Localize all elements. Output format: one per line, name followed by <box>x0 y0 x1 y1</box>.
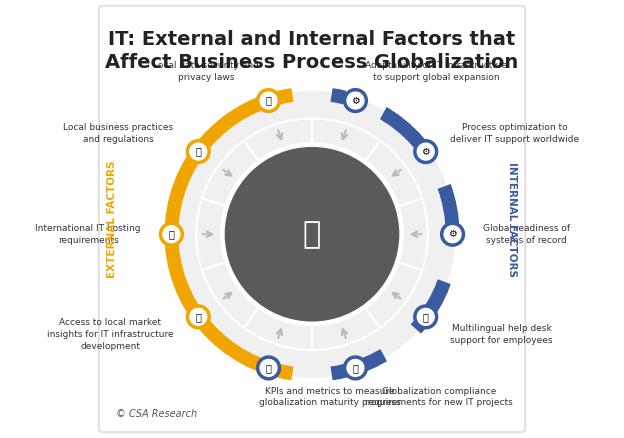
Text: International IT hosting
requirements: International IT hosting requirements <box>36 224 141 245</box>
Text: Local data security and
privacy laws: Local data security and privacy laws <box>154 61 259 82</box>
FancyBboxPatch shape <box>99 6 525 432</box>
Text: Access to local market
insights for IT infrastructure
development: Access to local market insights for IT i… <box>47 318 173 351</box>
Wedge shape <box>366 262 422 328</box>
Wedge shape <box>312 308 380 350</box>
Text: Multilingual help desk
support for employees: Multilingual help desk support for emplo… <box>451 325 553 345</box>
Wedge shape <box>202 262 258 328</box>
Text: KPIs and metrics to measure
globalization maturity progress: KPIs and metrics to measure globalizatio… <box>259 386 401 407</box>
Circle shape <box>221 143 403 325</box>
Text: 🔤: 🔤 <box>423 312 429 322</box>
Text: ⚙: ⚙ <box>448 229 457 239</box>
Circle shape <box>415 306 437 328</box>
Text: Global readiness of
systems of record: Global readiness of systems of record <box>483 224 570 245</box>
Circle shape <box>160 223 182 245</box>
Circle shape <box>225 148 399 321</box>
Wedge shape <box>244 118 312 161</box>
Circle shape <box>258 357 280 379</box>
Text: © CSA Research: © CSA Research <box>116 409 197 419</box>
Circle shape <box>415 141 437 162</box>
Text: EXTERNAL FACTORS: EXTERNAL FACTORS <box>107 160 117 278</box>
Circle shape <box>344 357 366 379</box>
Wedge shape <box>196 198 225 270</box>
Wedge shape <box>399 198 428 270</box>
Text: 💼: 💼 <box>195 147 201 157</box>
Text: ⚙: ⚙ <box>421 147 430 157</box>
Text: 💡: 💡 <box>195 312 201 322</box>
Wedge shape <box>312 118 380 161</box>
Text: 🔍: 🔍 <box>353 363 358 373</box>
Circle shape <box>187 306 209 328</box>
Text: Process optimization to
deliver IT support worldwide: Process optimization to deliver IT suppo… <box>451 123 580 144</box>
Circle shape <box>442 223 464 245</box>
Circle shape <box>169 92 455 377</box>
Text: 👥: 👥 <box>303 220 321 249</box>
Text: 📊: 📊 <box>266 363 271 373</box>
Text: ⚙: ⚙ <box>351 95 360 106</box>
Text: INTERNAL FACTORS: INTERNAL FACTORS <box>507 162 517 276</box>
Wedge shape <box>244 308 312 350</box>
Text: Globalization compliance
requirements for new IT projects: Globalization compliance requirements fo… <box>365 386 512 407</box>
Text: Adaptability of IT infrastructure
to support global expansion: Adaptability of IT infrastructure to sup… <box>365 61 507 82</box>
Text: IT: External and Internal Factors that
Affect Business Process Globalization: IT: External and Internal Factors that A… <box>105 30 519 72</box>
Wedge shape <box>202 141 258 206</box>
Circle shape <box>258 90 280 111</box>
Text: 🗂: 🗂 <box>266 95 271 106</box>
Wedge shape <box>366 141 422 206</box>
Circle shape <box>187 141 209 162</box>
Text: 🖥: 🖥 <box>168 229 174 239</box>
Circle shape <box>344 90 366 111</box>
Text: Local business practices
and regulations: Local business practices and regulations <box>64 123 173 144</box>
